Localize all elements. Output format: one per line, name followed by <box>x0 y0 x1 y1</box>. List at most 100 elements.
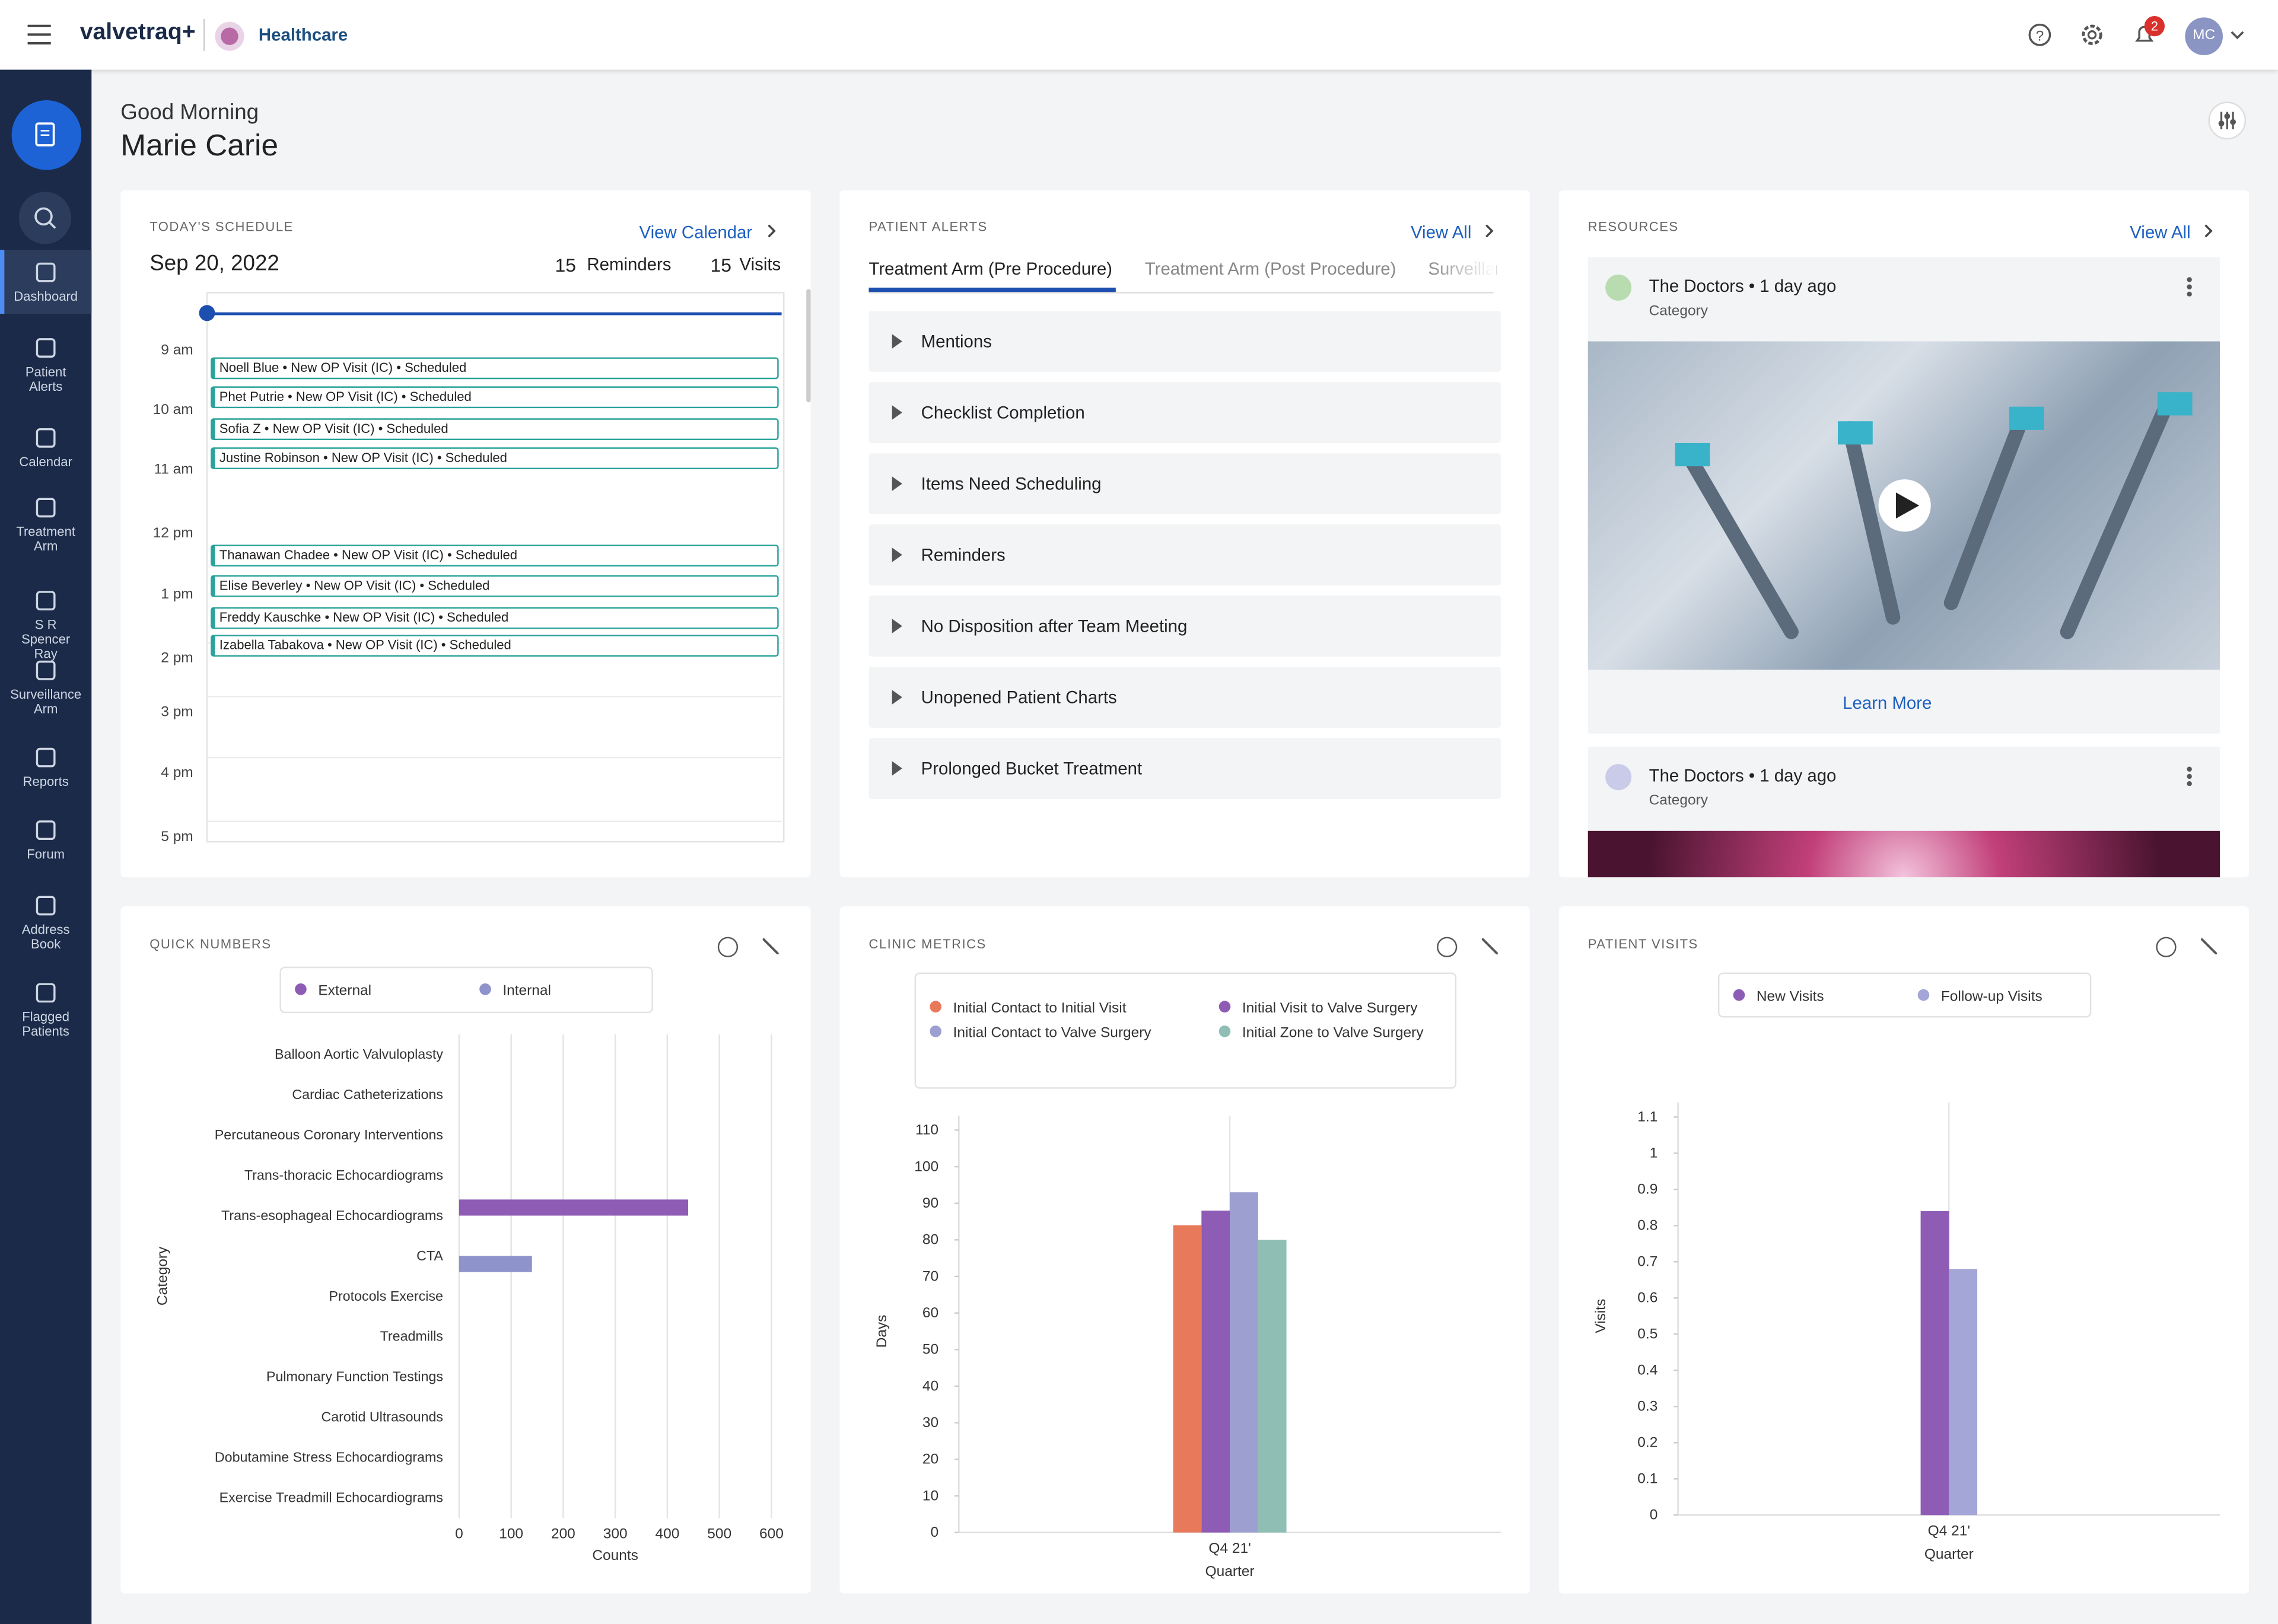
nav-icon <box>36 338 56 358</box>
y-tick-label: 30 <box>922 1415 938 1431</box>
schedule-event[interactable]: Elise Beverley • New OP Visit (IC) • Sch… <box>211 575 779 597</box>
schedule-event[interactable]: Sofia Z • New OP Visit (IC) • Scheduled <box>211 418 779 441</box>
y-tick-label: Balloon Aortic Valvuloplasty <box>275 1046 443 1062</box>
resource-category: Category <box>1649 303 1708 320</box>
alert-label: Mentions <box>921 331 992 352</box>
chevron <box>2204 224 2213 238</box>
nav-item[interactable]: Patient Alerts <box>25 364 66 394</box>
y-tick-label: CTA <box>416 1248 443 1263</box>
schedule-event[interactable]: Thanawan Chadee • New OP Visit (IC) • Sc… <box>211 544 779 567</box>
info-button[interactable] <box>1437 937 1458 957</box>
more-button[interactable] <box>2186 276 2193 297</box>
nav-item[interactable]: Calendar <box>19 454 72 470</box>
hour-line <box>208 756 782 759</box>
legend-label: Initial Visit to Valve Surgery <box>1242 1000 1418 1016</box>
legend-box <box>1717 972 2092 1018</box>
nav-icon <box>36 747 56 768</box>
source-icon <box>1605 764 1632 791</box>
nav-item[interactable]: Flagged Patients <box>22 1010 69 1039</box>
y-tick-label: Carotid Ultrasounds <box>321 1409 443 1425</box>
video-art <box>1675 392 2193 639</box>
legend-label: External <box>318 983 371 999</box>
card-title: RESOURCES <box>1587 219 1679 234</box>
greeting: Good Morning <box>120 100 259 125</box>
alert-row[interactable]: Mentions <box>868 311 1501 372</box>
search-icon <box>34 207 56 229</box>
expand-button[interactable] <box>1481 938 1498 954</box>
tab[interactable]: Treatment Arm (Post Procedure) <box>1144 258 1396 279</box>
settings-button[interactable] <box>2080 23 2104 46</box>
logo[interactable]: valvetraq+ <box>79 20 196 45</box>
resource-image[interactable] <box>1587 830 2220 878</box>
alert-label: Unopened Patient Charts <box>921 687 1117 708</box>
nav-item[interactable]: S R Spencer Ray <box>21 617 71 661</box>
legend-label: Initial Contact to Valve Surgery <box>953 1025 1152 1041</box>
nav-item[interactable]: Reports <box>23 774 69 789</box>
nav-item[interactable]: Address Book <box>21 922 70 952</box>
schedule-date: Sep 20, 2022 <box>149 251 279 276</box>
legend-label: Initial Zone to Valve Surgery <box>1242 1025 1424 1041</box>
expand-button[interactable] <box>2201 938 2217 954</box>
y-tick-label: Treadmills <box>380 1329 443 1344</box>
nav-item[interactable]: Forum <box>27 846 65 862</box>
icon-shape <box>36 747 56 768</box>
legend-swatch <box>1218 1025 1231 1037</box>
x-tick-label: Q4 21' <box>1208 1540 1251 1556</box>
x-axis-label: Quarter <box>1205 1564 1255 1580</box>
learn-more-link[interactable]: Learn More <box>1843 693 1932 714</box>
brand-icon <box>215 21 244 51</box>
expand-arrow <box>892 405 902 420</box>
nav-item[interactable]: Surveillance Arm <box>10 687 82 717</box>
help-button[interactable]: ? <box>2028 23 2051 46</box>
alert-row[interactable]: Checklist Completion <box>868 382 1501 443</box>
icon-shape <box>36 428 56 448</box>
info-button[interactable] <box>2156 937 2177 957</box>
chart: New Visits Follow-up Visits 0 0.1 0.2 0.3 0.4 0… <box>1593 972 2220 1562</box>
info-button[interactable] <box>717 937 739 957</box>
tab[interactable]: Treatment Arm (Pre Procedure) <box>868 258 1112 279</box>
scrollbar[interactable] <box>806 289 811 403</box>
nav-item[interactable]: Treatment Arm <box>16 524 75 554</box>
nav-item[interactable]: Dashboard <box>14 289 78 304</box>
expand-arrow <box>892 690 902 705</box>
schedule-event[interactable]: Izabella Tabakova • New OP Visit (IC) • … <box>211 635 779 657</box>
reminders-label: Reminders <box>587 254 672 275</box>
icon-shape <box>36 338 56 358</box>
view-all-link[interactable]: View All <box>1410 222 1472 243</box>
legend-swatch <box>1733 989 1745 1001</box>
hour-label: 1 pm <box>161 587 193 603</box>
alert-row[interactable]: Prolonged Bucket Treatment <box>868 738 1501 799</box>
nav-icon <box>36 983 56 1003</box>
customize-button[interactable] <box>2208 101 2247 140</box>
expand-button[interactable] <box>762 938 779 954</box>
legend-box <box>279 966 653 1014</box>
menu-button[interactable] <box>27 24 53 45</box>
more-button[interactable] <box>2186 765 2193 786</box>
icon-shape <box>36 591 56 611</box>
bar <box>1920 1211 1949 1515</box>
view-all-link[interactable]: View All <box>2130 222 2191 243</box>
icon-shape <box>36 498 56 518</box>
view-calendar-link[interactable]: View Calendar <box>639 222 753 243</box>
resource-source: The Doctors • 1 day ago <box>1649 765 1837 786</box>
y-tick-label: 100 <box>914 1158 938 1174</box>
schedule-event[interactable]: Phet Putrie • New OP Visit (IC) • Schedu… <box>211 386 779 409</box>
expand-arrow <box>892 476 902 491</box>
schedule-event[interactable]: Noell Blue • New OP Visit (IC) • Schedul… <box>211 357 779 380</box>
alert-row[interactable]: Items Need Scheduling <box>868 453 1501 514</box>
y-tick-label: 80 <box>922 1232 938 1248</box>
alert-label: Prolonged Bucket Treatment <box>921 758 1143 779</box>
divider <box>203 18 205 51</box>
current-time-line <box>208 312 782 315</box>
alert-row[interactable]: No Disposition after Team Meeting <box>868 596 1501 657</box>
alert-row[interactable]: Unopened Patient Charts <box>868 667 1501 728</box>
alert-row[interactable]: Reminders <box>868 524 1501 585</box>
account-dropdown[interactable] <box>2230 29 2244 41</box>
schedule-event[interactable]: Freddy Kauschke • New OP Visit (IC) • Sc… <box>211 607 779 629</box>
legend-swatch <box>930 1025 941 1037</box>
schedule-event[interactable]: Justine Robinson • New OP Visit (IC) • S… <box>211 447 779 470</box>
x-tick-label: 600 <box>759 1526 784 1542</box>
search-button[interactable] <box>18 192 72 244</box>
avatar[interactable]: MC <box>2185 17 2223 56</box>
x-tick-label: 0 <box>455 1526 463 1542</box>
